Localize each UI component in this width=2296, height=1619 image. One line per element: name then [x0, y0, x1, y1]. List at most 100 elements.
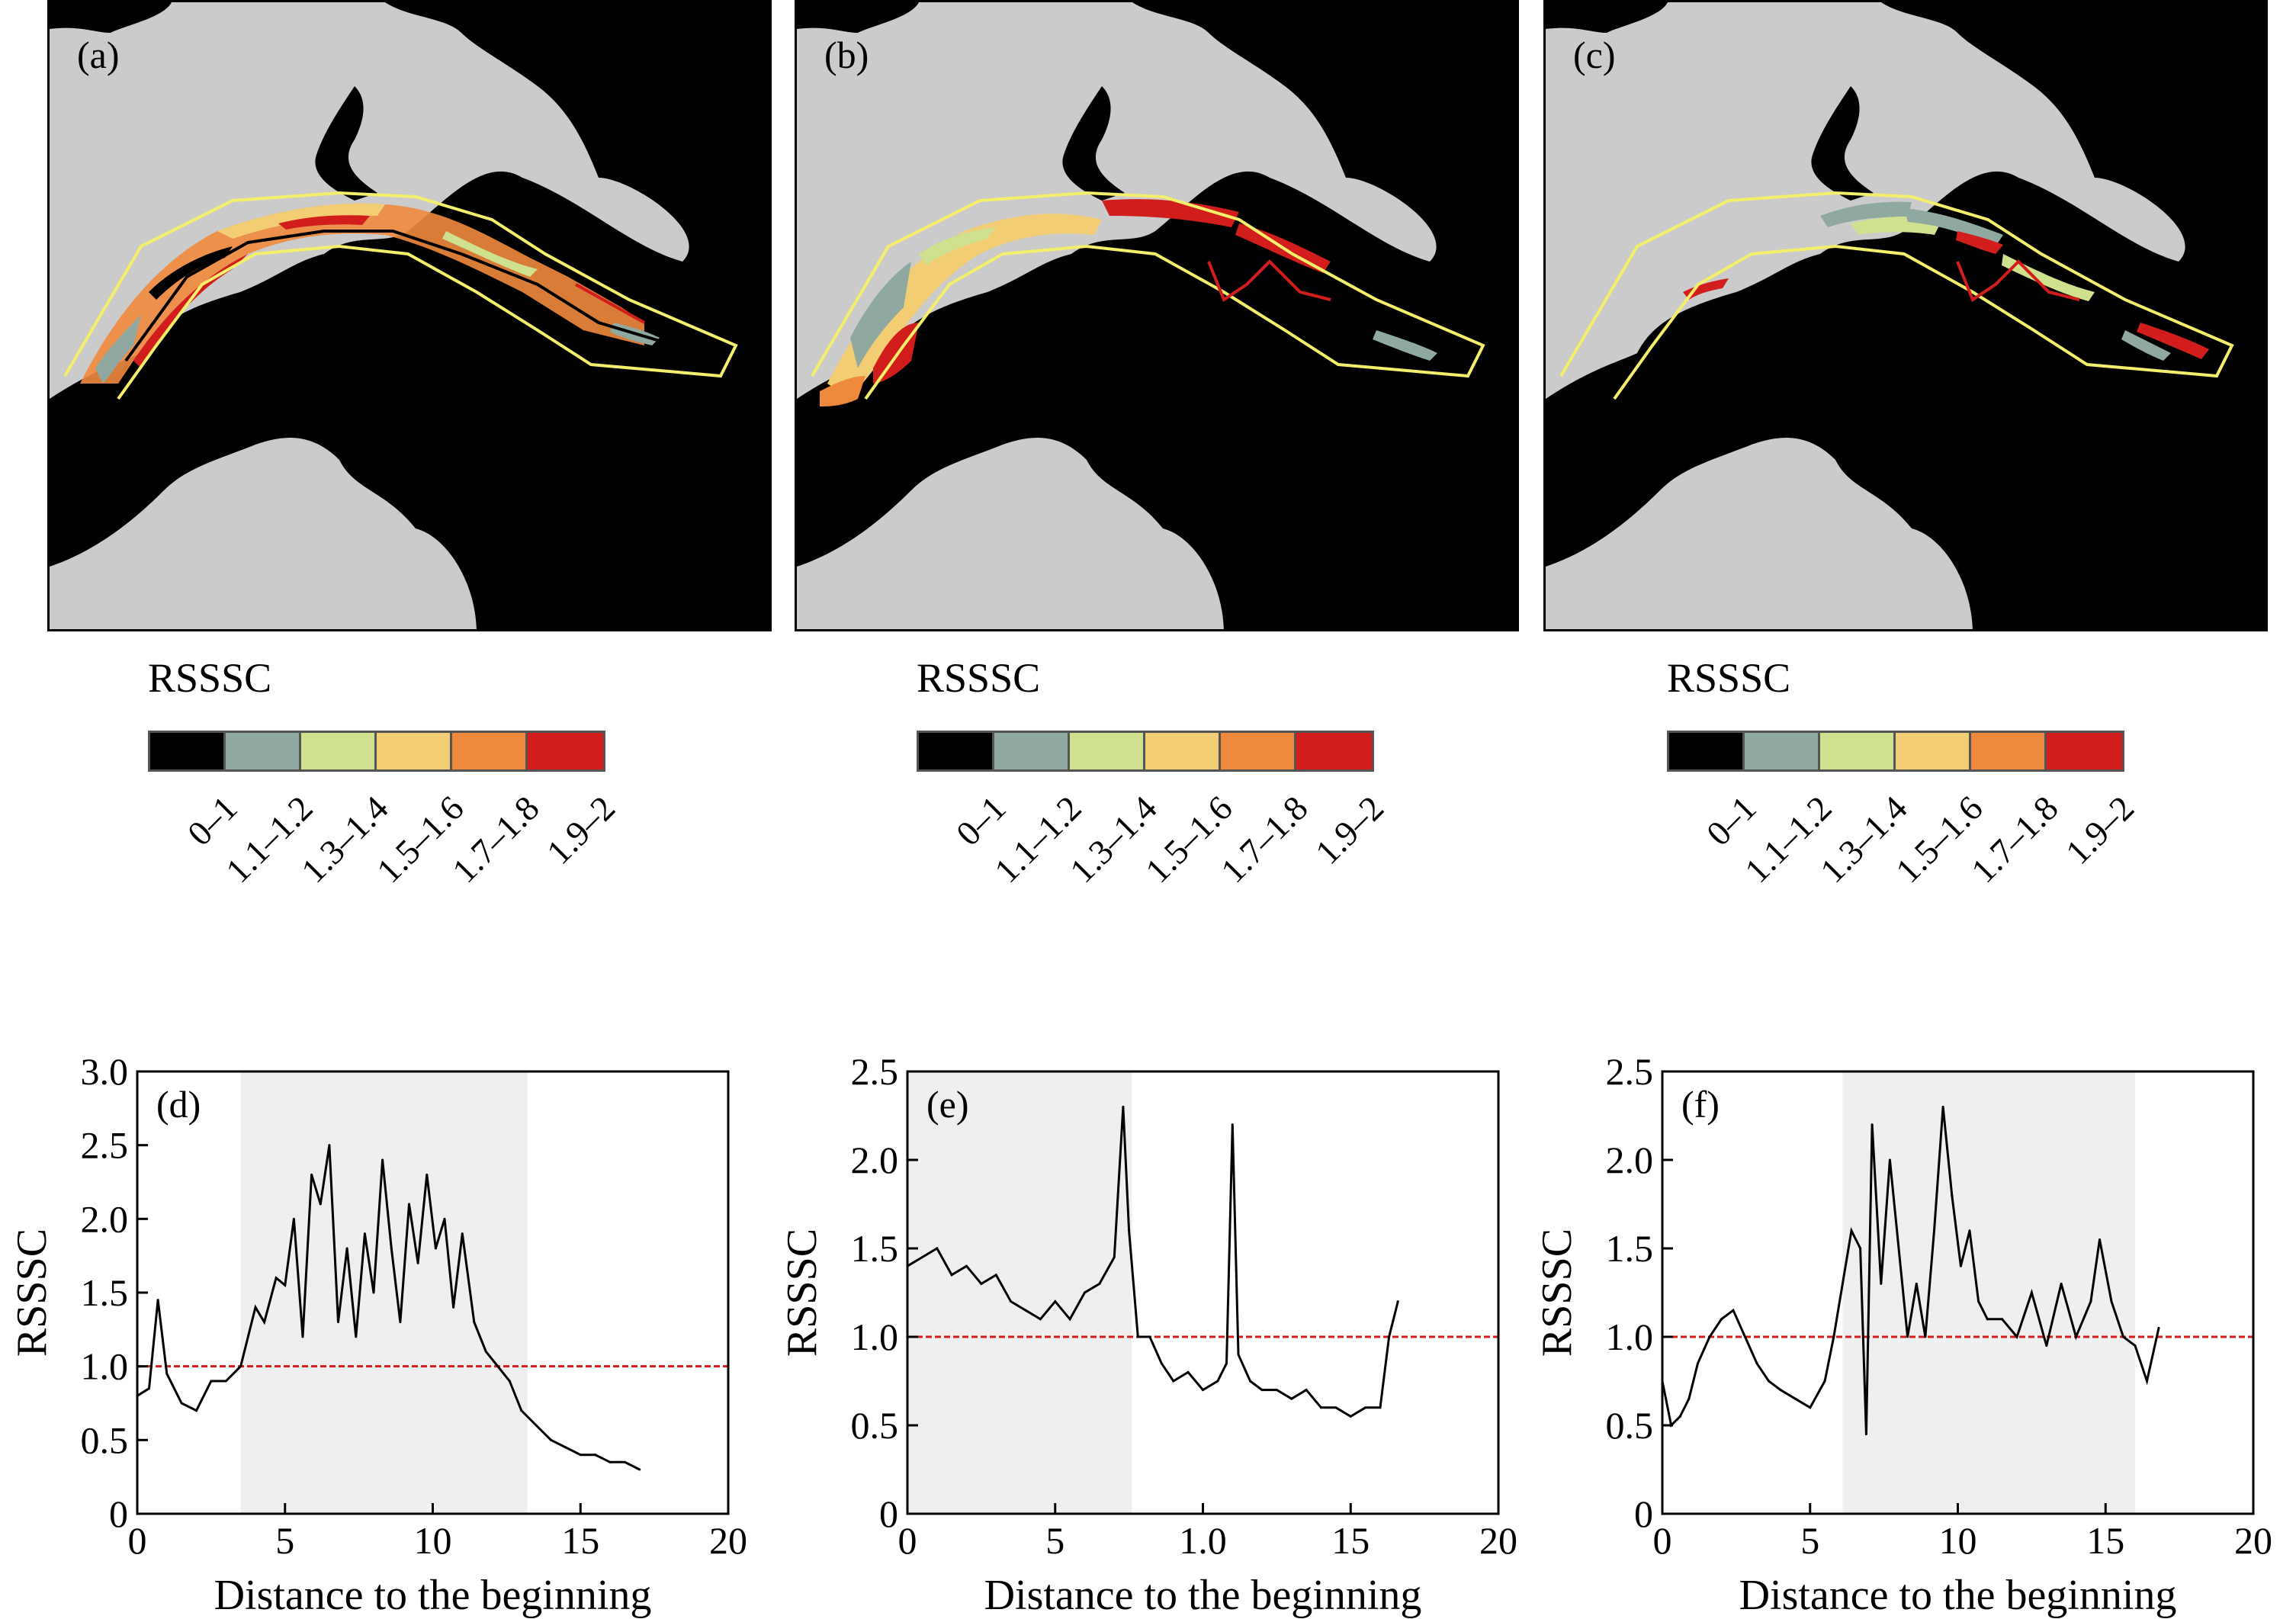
data-point [2060, 1282, 2063, 1285]
legend-swatch [1669, 733, 1745, 769]
data-point [1859, 1247, 1862, 1250]
data-point [399, 1321, 402, 1324]
section-markers [1956, 259, 2080, 303]
data-point [452, 1306, 455, 1309]
data-point [2045, 1344, 2048, 1348]
data-point [254, 1306, 257, 1309]
transect-line [124, 230, 676, 362]
data-point [2075, 1335, 2077, 1338]
x-tick-label: 10 [1939, 1519, 1977, 1562]
data-point [1054, 1300, 1057, 1303]
data-point [2001, 1318, 2004, 1321]
legend-colorbar [148, 731, 605, 772]
data-point [1678, 1415, 1681, 1418]
data-point [1986, 1318, 1989, 1321]
map-graphic [1546, 2, 2265, 629]
data-point [1968, 1229, 1971, 1232]
data-point [1768, 1380, 1770, 1383]
data-point [1823, 1380, 1826, 1383]
data-point [1113, 1256, 1116, 1259]
data-point [1122, 1105, 1125, 1108]
data-point [2122, 1335, 2124, 1338]
data-point [484, 1350, 487, 1353]
legend-tick-label: 1.3–1.4 [1062, 788, 1164, 891]
legend-tick-label: 1.7–1.8 [445, 788, 547, 891]
legend-swatch [377, 733, 452, 769]
data-point [381, 1158, 384, 1161]
data-point [263, 1321, 266, 1324]
legend-tick-label: 1.3–1.4 [294, 788, 396, 891]
data-point [390, 1247, 393, 1250]
y-tick-label: 1.5 [851, 1227, 899, 1270]
legend-tick-label: 1.7–1.8 [1213, 788, 1315, 891]
data-point [319, 1203, 322, 1206]
data-point [1697, 1362, 1699, 1365]
data-point [1275, 1389, 1278, 1392]
panel-label: (c) [1573, 34, 1616, 76]
data-point [1305, 1389, 1308, 1392]
data-point [508, 1380, 511, 1383]
x-tick-label: 20 [2234, 1519, 2272, 1562]
legend-title: RSSSC [148, 655, 272, 701]
data-point [594, 1454, 597, 1457]
data-point [310, 1173, 313, 1176]
y-axis-label: RSSSC [779, 1229, 826, 1357]
estuary-water [797, 2, 1517, 629]
data-point [1249, 1380, 1251, 1383]
y-tick-label: 2.0 [81, 1197, 129, 1240]
y-tick-label: 0 [1634, 1492, 1653, 1535]
data-point [328, 1144, 331, 1147]
data-point [1202, 1389, 1204, 1392]
data-point [1951, 1193, 1954, 1197]
data-point [1959, 1264, 1962, 1267]
data-point [408, 1203, 410, 1206]
data-point [434, 1247, 437, 1250]
data-point [2089, 1300, 2092, 1303]
study-zone-outline [811, 191, 1485, 400]
data-point [1888, 1158, 1891, 1161]
highlight-region [240, 1071, 528, 1514]
data-point [355, 1335, 358, 1338]
y-tick-label: 3.0 [81, 1050, 129, 1093]
x-tick-label: 20 [1479, 1519, 1517, 1562]
y-tick-label: 2.0 [851, 1139, 899, 1181]
map-graphic [797, 2, 1517, 629]
data-point [195, 1409, 197, 1412]
study-zone-outline [63, 191, 738, 400]
data-point [1128, 1229, 1131, 1232]
legend-swatch [1070, 733, 1145, 769]
data-point [550, 1438, 552, 1441]
x-axis-label: Distance to the beginning [214, 1572, 652, 1619]
data-point [920, 1256, 923, 1259]
data-point [239, 1365, 242, 1368]
data-point [564, 1446, 567, 1449]
data-point [275, 1277, 278, 1280]
legend-b: RSSSC 0–1 1.1–1.2 1.3–1.4 1.5–1.6 1.7–1.8 1.9… [917, 654, 1391, 914]
data-point [1779, 1389, 1782, 1392]
map-panel-c: (c) [1543, 0, 2268, 631]
legend-tick-label: 1.1–1.2 [987, 788, 1089, 891]
data-point [520, 1409, 523, 1412]
x-axis-label: Distance to the beginning [984, 1572, 1422, 1619]
data-point [1871, 1123, 1874, 1126]
section-markers [1207, 259, 1331, 303]
data-point [1915, 1282, 1918, 1285]
legend-swatch [452, 733, 528, 769]
data-point [337, 1321, 339, 1324]
data-point [1084, 1291, 1086, 1294]
highlight-region [1842, 1071, 2135, 1514]
suspended-sediment-overlay [80, 203, 660, 384]
legend-a: RSSSC 0–1 1.1–1.2 1.3–1.4 1.5–1.6 1.7–1.8 1.9… [148, 654, 622, 914]
data-point [980, 1282, 983, 1285]
data-point [473, 1321, 476, 1324]
data-point [1388, 1335, 1391, 1338]
data-point [1349, 1415, 1352, 1418]
data-point [2110, 1300, 2113, 1303]
data-point [936, 1247, 939, 1250]
line-chart-f: 0 5 10 15 20 0 0.5 1.0 1.5 2.0 2.5 (f) RSSSC Distance… [1525, 991, 2288, 1619]
data-point [1039, 1318, 1042, 1321]
data-point [1924, 1335, 1927, 1338]
data-point [2099, 1238, 2101, 1241]
data-point [1850, 1229, 1853, 1232]
data-point [1720, 1318, 1723, 1321]
